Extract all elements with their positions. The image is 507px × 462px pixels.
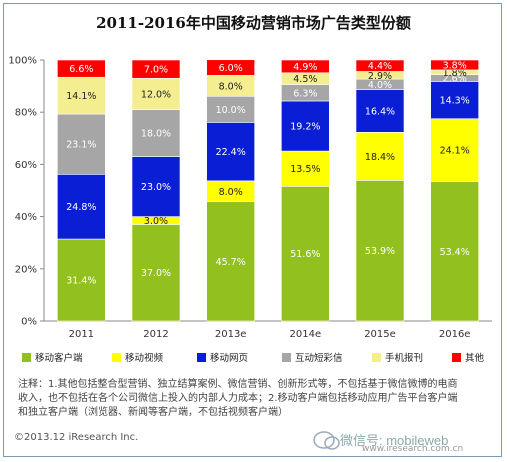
data-label: 18.4%	[365, 152, 395, 163]
legend-label: 移动客户端	[35, 353, 83, 364]
bar-segment	[57, 76, 106, 115]
legend-item: 移动视频	[112, 350, 163, 364]
bar-segment	[57, 174, 106, 240]
data-label: 12.0%	[141, 89, 171, 100]
bar-segment	[131, 77, 181, 110]
wechat-watermark-icon	[313, 431, 340, 450]
data-label: 23.1%	[66, 140, 96, 151]
legend-swatch	[197, 353, 206, 362]
bar-segment	[281, 186, 330, 322]
copyright: ©2013.12 iResearch Inc.	[14, 432, 139, 443]
data-label: 24.1%	[440, 146, 470, 157]
data-label: 7.0%	[144, 65, 168, 76]
data-label: 3.0%	[144, 216, 168, 227]
bar-segment	[57, 113, 106, 175]
y-tick-label: 40%	[15, 212, 37, 223]
data-label: 6.6%	[69, 64, 93, 75]
data-label: 4.0%	[368, 80, 392, 91]
bar-segment	[57, 59, 106, 78]
data-label: 10.0%	[216, 105, 246, 116]
legend-swatch	[112, 353, 121, 362]
footnote-line-1: 注释：1.其他包括整合型营销、独立结算案例、微信营销、创新形式等，不包括基于微信…	[18, 379, 458, 390]
legend-item: 互动短彩信	[282, 350, 343, 364]
data-label: 16.4%	[365, 106, 395, 117]
data-label: 8.0%	[219, 187, 243, 198]
data-label: 2.6%	[443, 74, 467, 85]
data-label: 37.0%	[141, 268, 171, 279]
legend-item: 移动客户端	[22, 350, 83, 364]
data-label: 4.5%	[293, 74, 317, 85]
data-label: 1.8%	[443, 68, 467, 79]
data-label: 51.6%	[290, 249, 320, 260]
bar-segment	[355, 59, 405, 72]
data-label: 8.0%	[219, 81, 243, 92]
data-label: 23.0%	[141, 182, 171, 193]
chart-title: 2011-2016年中国移动营销市场广告类型份额	[96, 14, 411, 32]
data-label: 18.0%	[141, 129, 171, 140]
legend-item: 其他	[452, 350, 484, 364]
bar-segment	[355, 89, 405, 133]
watermark-url: www.iresearch.com.cn	[362, 444, 464, 454]
bar-segment	[430, 59, 479, 71]
data-label: 6.0%	[219, 63, 243, 74]
y-tick-label: 80%	[15, 108, 37, 119]
stacked-bar-chart: 0% 20% 40% 60% 80% 100% 31.4% 24.8% 23.1% 14.1% 6.…	[8, 56, 492, 340]
data-label: 19.2%	[290, 122, 320, 133]
legend-swatch	[372, 353, 381, 362]
data-label: 3.8%	[443, 60, 467, 71]
x-tick-label: 2014e	[290, 329, 322, 340]
legend-label: 其他	[465, 353, 485, 364]
data-label: 45.7%	[216, 257, 246, 268]
x-tick-label: 2012	[143, 329, 168, 340]
x-tick-label: 2016e	[439, 329, 471, 340]
legend-swatch	[22, 353, 31, 362]
data-label: 4.4%	[368, 61, 392, 72]
x-tick-label: 2011	[69, 329, 94, 340]
legend-swatch	[282, 353, 291, 362]
bar-segment	[131, 109, 181, 157]
bar-segment	[57, 238, 106, 322]
data-label: 22.4%	[216, 147, 246, 158]
bar-segment	[430, 81, 479, 120]
footnote-line-2: 收入，也不包括在各个公司微信上投入的内部人力成本；2.移动客户端包括移动应用广告…	[18, 393, 458, 404]
footnote-line-3: 和独立客户端（浏览器、新闻等客户端，不包括视频客户端）	[18, 407, 288, 418]
data-label: 6.3%	[293, 88, 317, 99]
data-label: 2.9%	[368, 71, 392, 82]
y-tick-label: 0%	[21, 317, 37, 328]
legend-label: 移动网页	[210, 353, 249, 364]
bar-segment	[131, 156, 181, 217]
x-tick-label: 2013e	[215, 329, 247, 340]
data-label: 31.4%	[66, 276, 96, 287]
bar-segment	[131, 59, 181, 79]
data-label: 53.9%	[365, 246, 395, 257]
data-label: 24.8%	[66, 202, 96, 213]
bar-segment	[281, 150, 330, 187]
bar-segment	[430, 118, 479, 182]
bar-segment	[281, 100, 330, 152]
x-tick-label: 2015e	[364, 329, 396, 340]
y-tick-label: 20%	[15, 264, 37, 275]
bar-segment	[206, 122, 255, 182]
data-label: 4.9%	[293, 62, 317, 73]
watermark-text: 微信号: mobileweb	[340, 433, 449, 448]
data-label: 14.3%	[440, 96, 470, 107]
bar-segment	[355, 180, 405, 322]
data-label: 14.1%	[66, 91, 96, 102]
legend-label: 互动短彩信	[295, 353, 343, 364]
y-tick-label: 60%	[15, 160, 37, 171]
bar-segment	[355, 131, 405, 181]
legend-label: 移动视频	[125, 353, 164, 364]
data-label: 53.4%	[440, 247, 470, 258]
bar-segment	[430, 181, 479, 322]
bar-segment	[206, 95, 255, 123]
bar-segment	[131, 224, 181, 322]
y-tick-label: 100%	[8, 56, 37, 67]
legend-label: 手机报刊	[385, 353, 424, 364]
legend-swatch	[452, 353, 461, 362]
bar-segment	[281, 59, 330, 74]
legend-item: 移动网页	[197, 350, 248, 364]
legend-item: 手机报刊	[372, 350, 423, 364]
bar-segment	[206, 59, 255, 76]
data-label: 13.5%	[290, 164, 320, 175]
